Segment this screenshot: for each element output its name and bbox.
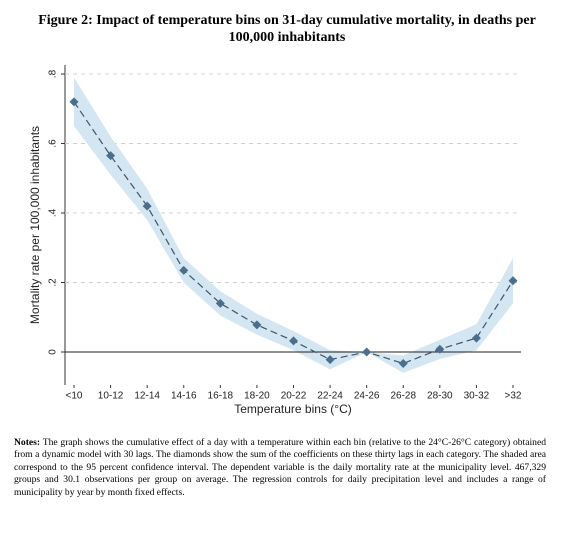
diamond-marker	[398, 358, 408, 368]
x-tick-label: 26-28	[390, 391, 416, 402]
y-tick-label: .6	[48, 139, 59, 148]
notes-label: Notes:	[14, 437, 41, 448]
y-tick-label: .2	[48, 278, 59, 287]
y-axis-label: Mortality rate per 100,000 inhabitants	[28, 126, 42, 324]
diamond-marker	[471, 333, 481, 343]
x-tick-label: >32	[505, 391, 522, 402]
diamond-marker	[289, 336, 298, 346]
x-tick-label: 24-26	[354, 391, 380, 402]
diamond-marker	[215, 298, 225, 308]
x-tick-label: 30-32	[464, 391, 490, 402]
confidence-band	[74, 77, 513, 373]
notes: Notes: The graph shows the cumulative ef…	[14, 437, 546, 499]
diamond-marker	[362, 347, 372, 357]
chart-title: Figure 2: Impact of temperature bins on …	[38, 13, 536, 45]
x-tick-label: 20-22	[281, 391, 307, 402]
x-tick-label: 10-12	[98, 391, 124, 402]
y-tick-label: 0	[48, 349, 59, 355]
diamond-marker	[508, 276, 518, 286]
diamond-marker	[69, 97, 79, 107]
x-tick-label: 12-14	[134, 391, 160, 402]
x-tick-label: 14-16	[171, 391, 197, 402]
diamond-marker	[435, 344, 445, 354]
x-tick-label: 22-24	[317, 391, 343, 402]
data-line	[73, 101, 514, 365]
diamond-marker	[106, 151, 116, 161]
diamond-marker	[252, 320, 262, 330]
notes-text: The graph shows the cumulative effect of…	[14, 437, 546, 498]
x-tick-label: 18-20	[244, 391, 270, 402]
x-tick-label: 28-30	[427, 391, 453, 402]
x-axis-label: Temperature bins (°C)	[234, 402, 352, 416]
diamond-marker	[142, 201, 152, 211]
diamond-marker	[179, 265, 189, 275]
x-tick-label: 16-18	[208, 391, 234, 402]
x-tick-label: <10	[66, 391, 83, 402]
y-tick-label: .8	[48, 69, 59, 78]
chart: Mortality rate per 100,000 inhabitants T…	[28, 65, 522, 416]
diamond-marker	[325, 355, 335, 365]
y-tick-label: .4	[48, 208, 59, 217]
